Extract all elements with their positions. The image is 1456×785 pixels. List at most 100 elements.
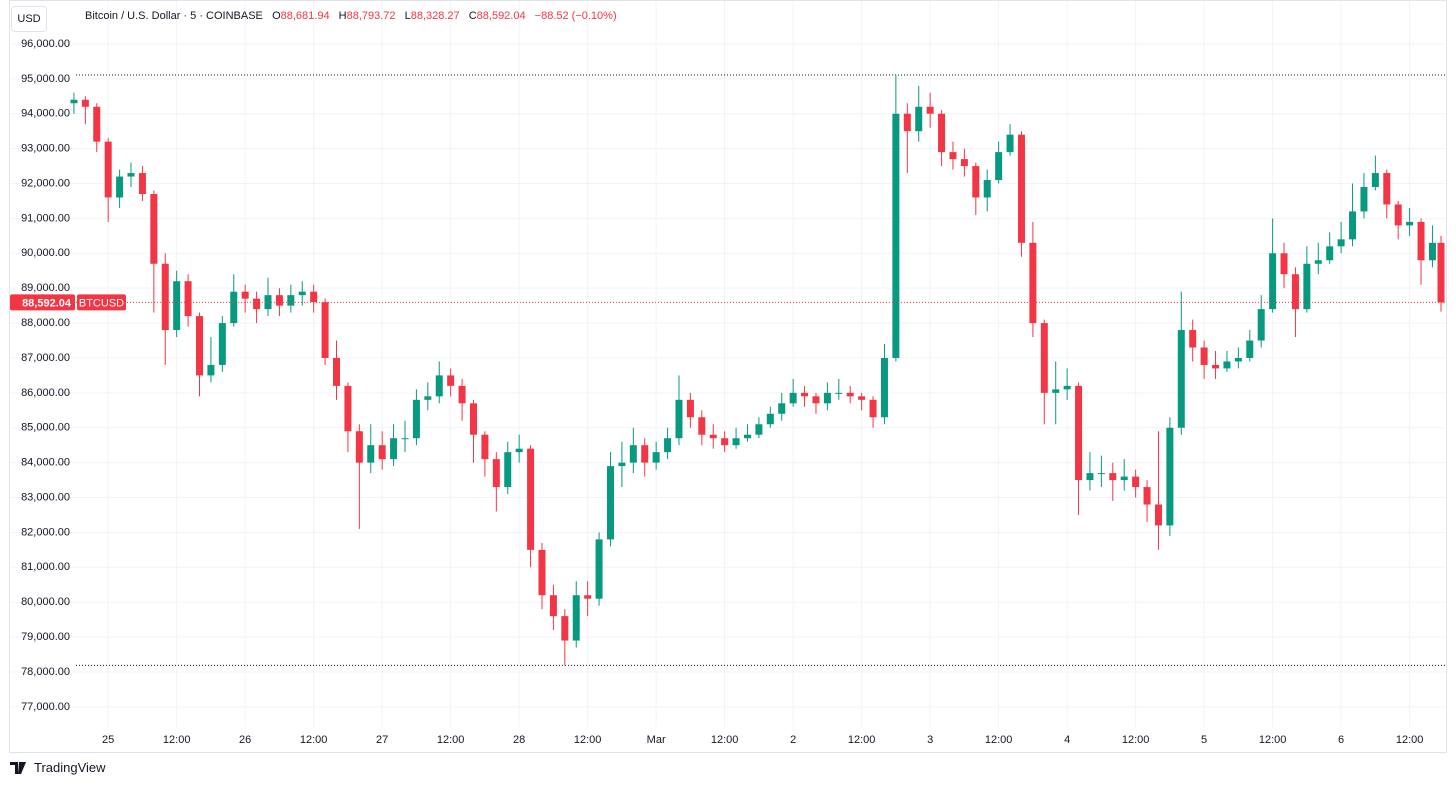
candle-body [972, 166, 980, 198]
brand-name: TradingView [34, 760, 106, 775]
candle-body [1063, 385, 1071, 390]
price-tag-label: 88,592.04 [22, 297, 72, 309]
candle-body [1257, 309, 1265, 341]
candle-body [801, 392, 809, 397]
candle-body [104, 141, 112, 198]
y-tick-label: 92,000.00 [21, 177, 70, 189]
ohlc-label: C [468, 10, 477, 22]
candle-body [1371, 173, 1379, 188]
candle-body [1314, 260, 1322, 264]
candle-body [1428, 242, 1436, 261]
x-tick-label: 6 [1338, 734, 1344, 746]
x-tick-label: 12:00 [574, 734, 602, 746]
candle-body [869, 399, 877, 418]
candle-body [778, 403, 786, 414]
candle-body [504, 452, 512, 488]
symbol: Bitcoin / U.S. Dollar · 5 · COINBASE [85, 10, 263, 22]
candle-body [732, 438, 740, 446]
candle-body [184, 281, 192, 317]
candle-body [81, 99, 89, 107]
y-tick-label: 84,000.00 [21, 457, 70, 469]
candle-body [218, 323, 226, 365]
price-tag [10, 294, 75, 311]
candle-body [1394, 204, 1402, 226]
candle-body [721, 438, 729, 446]
x-tick-label: 12:00 [163, 734, 191, 746]
candle-body [1040, 323, 1048, 393]
candle-body [469, 403, 477, 435]
candle-body [766, 413, 774, 425]
x-tick-label: 12:00 [300, 734, 328, 746]
candle-body [641, 445, 649, 463]
candle-body [915, 106, 923, 132]
change: −88.52 (−0.10%) [534, 10, 617, 22]
chart-frame [9, 0, 1447, 753]
x-tick-label: 12:00 [1396, 734, 1424, 746]
candle-body [492, 459, 500, 488]
x-tick-label: Mar [647, 734, 666, 746]
ohlc-value: 88,681.94 [280, 10, 330, 22]
candle-body [1052, 389, 1060, 393]
candle-body [173, 281, 181, 331]
symbol-tag-label: BTCUSD [79, 297, 124, 309]
candle-body [1177, 330, 1185, 428]
candle-body [675, 399, 683, 439]
y-tick-label: 96,000.00 [21, 38, 70, 50]
candle-body [355, 431, 363, 463]
candle-body [138, 173, 146, 194]
brand-logo [10, 761, 26, 774]
candle-body [1154, 504, 1162, 526]
candle-body [949, 152, 957, 160]
ohlc-label: H [338, 10, 347, 22]
y-tick-label: 88,000.00 [21, 317, 70, 329]
symbol-tag [77, 294, 126, 311]
candle-body [424, 396, 432, 400]
ohlc-value: 88,592.04 [476, 10, 526, 22]
candle-body [1417, 221, 1425, 261]
y-tick-label: 82,000.00 [21, 526, 70, 538]
candle-body [903, 113, 911, 132]
candle-body [983, 180, 991, 198]
candle-body [1075, 385, 1083, 481]
candle-body [698, 417, 706, 435]
candle-body [595, 539, 603, 599]
candle-body [1326, 246, 1334, 261]
x-tick-label: 12:00 [711, 734, 739, 746]
candle-body [1029, 242, 1037, 324]
candle-body [812, 396, 820, 404]
brand[interactable]: TradingView [10, 760, 106, 775]
candle-body [1360, 187, 1368, 212]
candle-body [1132, 476, 1140, 488]
candle-body [1166, 427, 1174, 526]
candle-body [789, 392, 797, 404]
x-tick-label: 12:00 [437, 734, 465, 746]
y-tick-label: 83,000.00 [21, 491, 70, 503]
candle-body [275, 295, 283, 306]
candle-body [196, 316, 204, 376]
candle-body [572, 595, 580, 641]
candle-body [686, 399, 694, 418]
candle-body [892, 113, 900, 358]
candle-body [960, 159, 968, 167]
y-tick-label: 77,000.00 [21, 701, 70, 713]
candle-body [1223, 361, 1231, 369]
candle-body [150, 193, 158, 264]
candle-body [606, 466, 614, 540]
candle-body [435, 375, 443, 397]
y-tick-label: 93,000.00 [21, 143, 70, 155]
y-tick-label: 86,000.00 [21, 387, 70, 399]
currency-button[interactable]: USD [11, 6, 47, 32]
candle-body [527, 448, 535, 550]
candle-body [1280, 253, 1288, 275]
candle-body [116, 176, 124, 198]
x-tick-label: 5 [1201, 734, 1207, 746]
ohlc-value: 88,793.72 [346, 10, 396, 22]
candle-body [253, 298, 261, 310]
candle-body [1006, 134, 1014, 153]
candle-body [70, 99, 78, 104]
y-tick-label: 81,000.00 [21, 561, 70, 573]
candle-body [1097, 473, 1105, 475]
candle-body [1234, 357, 1242, 362]
y-tick-label: 95,000.00 [21, 73, 70, 85]
x-tick-label: 26 [239, 734, 251, 746]
